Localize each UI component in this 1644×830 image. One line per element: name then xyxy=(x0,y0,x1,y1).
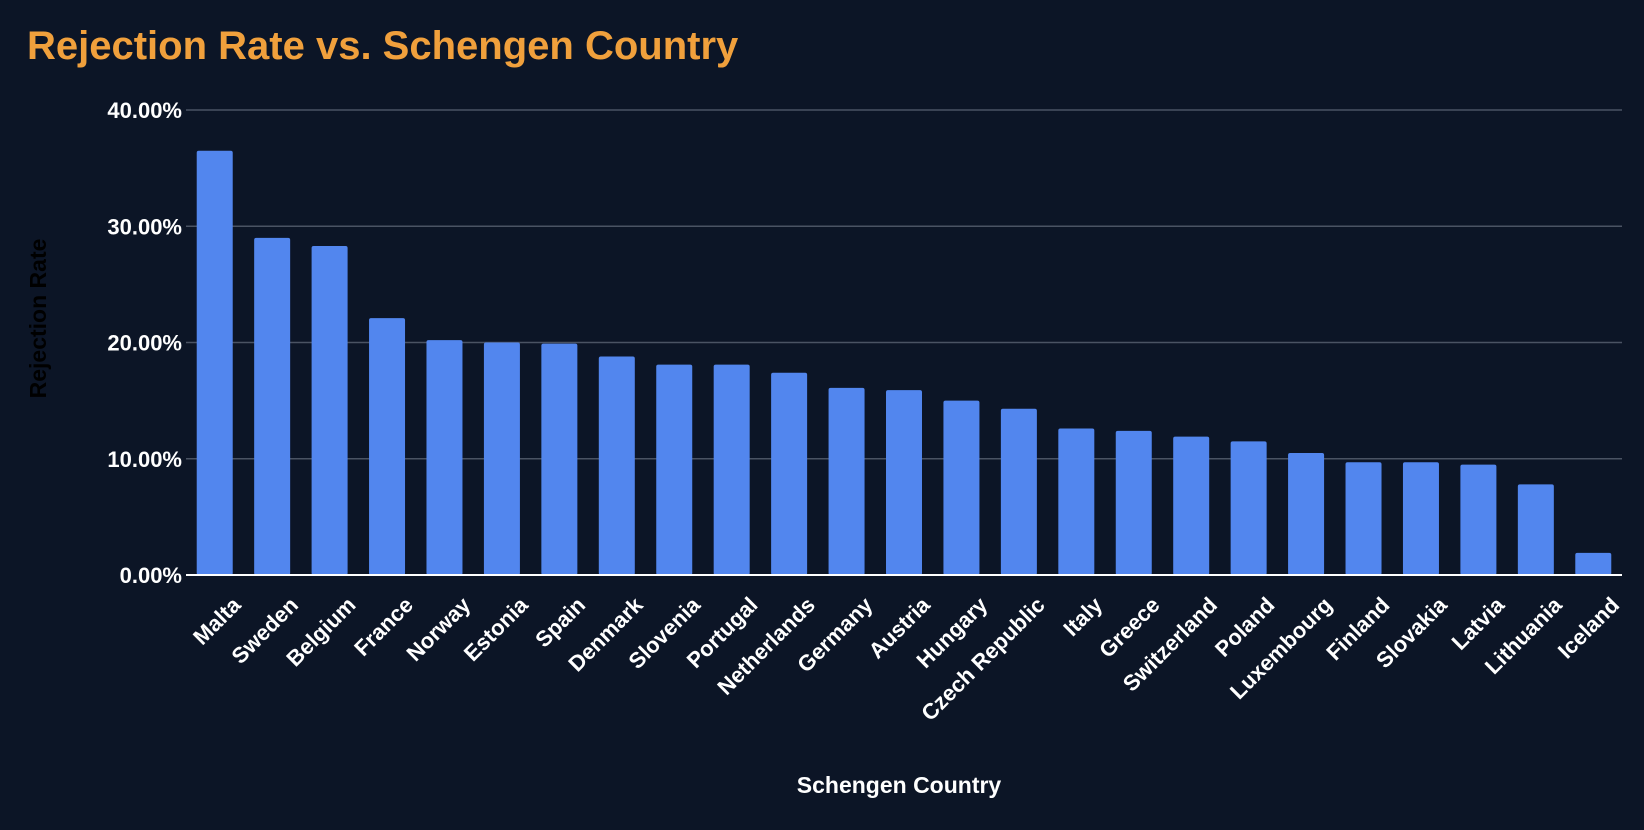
bar xyxy=(1402,462,1439,575)
bar xyxy=(1000,408,1037,575)
x-tick-label: Iceland xyxy=(1553,592,1624,663)
gridlines xyxy=(186,109,1622,460)
bar xyxy=(1230,441,1267,575)
bar xyxy=(943,400,980,575)
x-tick-label: Italy xyxy=(1058,592,1107,641)
bar xyxy=(1058,428,1095,575)
bar xyxy=(1460,464,1497,575)
bar xyxy=(598,356,635,575)
y-axis-title: Rejection Rate xyxy=(25,239,51,399)
bar xyxy=(771,372,808,575)
bar xyxy=(1517,484,1554,575)
x-axis-ticks: MaltaSwedenBelgiumFranceNorwayEstoniaSpa… xyxy=(188,592,1624,726)
bar xyxy=(1288,452,1325,575)
bar xyxy=(1345,462,1382,575)
chart-title: Rejection Rate vs. Schengen Country xyxy=(27,24,739,68)
y-axis-ticks: 0.00% 10.00% 20.00% 30.00% 40.00% xyxy=(107,98,182,588)
bar xyxy=(1575,552,1612,575)
bar xyxy=(254,237,291,575)
x-tick-label: Luxembourg xyxy=(1225,592,1337,704)
bar xyxy=(483,342,520,575)
bar xyxy=(311,246,348,575)
y-tick-label: 40.00% xyxy=(107,98,182,123)
x-axis-title: Schengen Country xyxy=(797,772,1002,798)
bar xyxy=(369,318,406,575)
bar xyxy=(196,150,233,575)
y-tick-label: 0.00% xyxy=(120,563,182,588)
bar xyxy=(886,390,922,575)
bar xyxy=(426,340,463,575)
bar xyxy=(828,387,865,575)
bar xyxy=(1115,430,1152,575)
y-tick-label: 20.00% xyxy=(107,331,182,356)
bar xyxy=(541,343,578,575)
bar xyxy=(713,364,750,575)
bar xyxy=(656,364,693,575)
bars xyxy=(196,150,1612,575)
y-tick-label: 30.00% xyxy=(107,214,182,239)
y-tick-label: 10.00% xyxy=(107,447,182,472)
x-tick-label: Estonia xyxy=(459,592,533,666)
bar xyxy=(1173,436,1210,575)
